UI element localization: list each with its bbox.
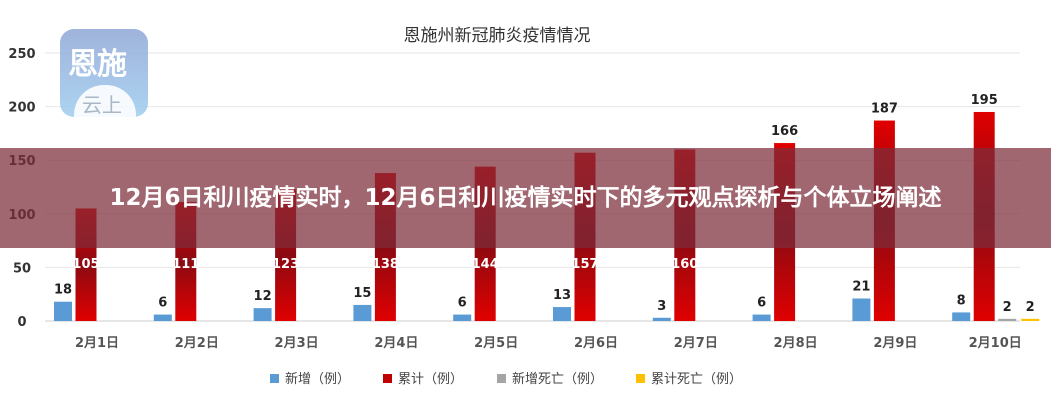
data-label: 13: [553, 288, 571, 303]
bar-new: [952, 312, 971, 321]
data-label: 105: [72, 257, 99, 272]
data-label: 6: [458, 296, 467, 311]
legend-swatch: [383, 374, 392, 383]
x-tick-label: 2月6日: [574, 336, 618, 351]
bar-new: [353, 304, 372, 321]
x-tick-label: 2月3日: [275, 336, 319, 351]
data-label: 123: [272, 257, 299, 272]
y-tick-label: 50: [13, 261, 31, 276]
data-label: 2: [1003, 300, 1012, 315]
bar-new: [752, 314, 771, 321]
data-label: 18: [54, 283, 72, 298]
x-tick-label: 2月1日: [75, 336, 119, 351]
bar-new-death: [998, 318, 1017, 321]
data-label: 111: [172, 257, 199, 272]
x-tick-label: 2月4日: [374, 336, 418, 351]
legend-swatch: [270, 374, 279, 383]
bar-new: [852, 298, 871, 321]
y-tick-label: 200: [8, 101, 35, 116]
bar-new: [253, 308, 272, 321]
y-tick-label: 250: [8, 47, 35, 62]
bar-new: [652, 317, 671, 321]
headline-banner: 12月6日利川疫情实时，12月6日利川疫情实时下的多元观点探析与个体立场阐述: [0, 148, 1051, 248]
legend-label: 新增（例）: [285, 371, 350, 387]
data-label: 2: [1026, 300, 1035, 315]
x-tick-label: 2月8日: [774, 336, 818, 351]
data-label: 157: [571, 257, 598, 272]
data-label: 160: [671, 257, 698, 272]
x-tick-label: 2月9日: [873, 336, 917, 351]
legend-label: 累计（例）: [398, 372, 463, 387]
data-label: 6: [757, 296, 766, 311]
data-label: 12: [254, 289, 272, 304]
x-tick-label: 2月10日: [969, 336, 1022, 351]
bar-new: [153, 314, 172, 321]
data-label: 15: [353, 286, 371, 301]
chart-title: 恩施州新冠肺炎疫情情况: [404, 26, 591, 46]
data-label: 187: [871, 102, 898, 117]
bar-total-death: [1021, 318, 1040, 321]
x-tick-label: 2月2日: [175, 336, 219, 351]
enshi-cloud-logo: 恩施 云上: [60, 29, 148, 117]
data-label: 3: [657, 299, 666, 314]
bar-new: [54, 301, 72, 321]
x-tick-label: 2月7日: [674, 336, 718, 351]
bar-new: [453, 314, 472, 321]
x-tick-label: 2月5日: [474, 336, 518, 351]
data-label: 195: [971, 93, 998, 108]
data-label: 166: [771, 124, 798, 139]
data-label: 8: [957, 293, 966, 308]
bar-new: [553, 307, 571, 321]
headline: 12月6日利川疫情实时，12月6日利川疫情实时下的多元观点探析与个体立场阐述: [109, 185, 942, 211]
legend-swatch: [636, 374, 645, 383]
data-label: 6: [158, 296, 167, 311]
data-label: 138: [372, 257, 399, 272]
data-label: 21: [852, 279, 870, 294]
legend-label: 累计死亡（例）: [651, 372, 742, 387]
legend-swatch: [497, 374, 506, 383]
y-tick-label: 0: [17, 315, 26, 330]
legend-label: 新增死亡（例）: [512, 371, 603, 387]
data-label: 144: [472, 257, 499, 272]
